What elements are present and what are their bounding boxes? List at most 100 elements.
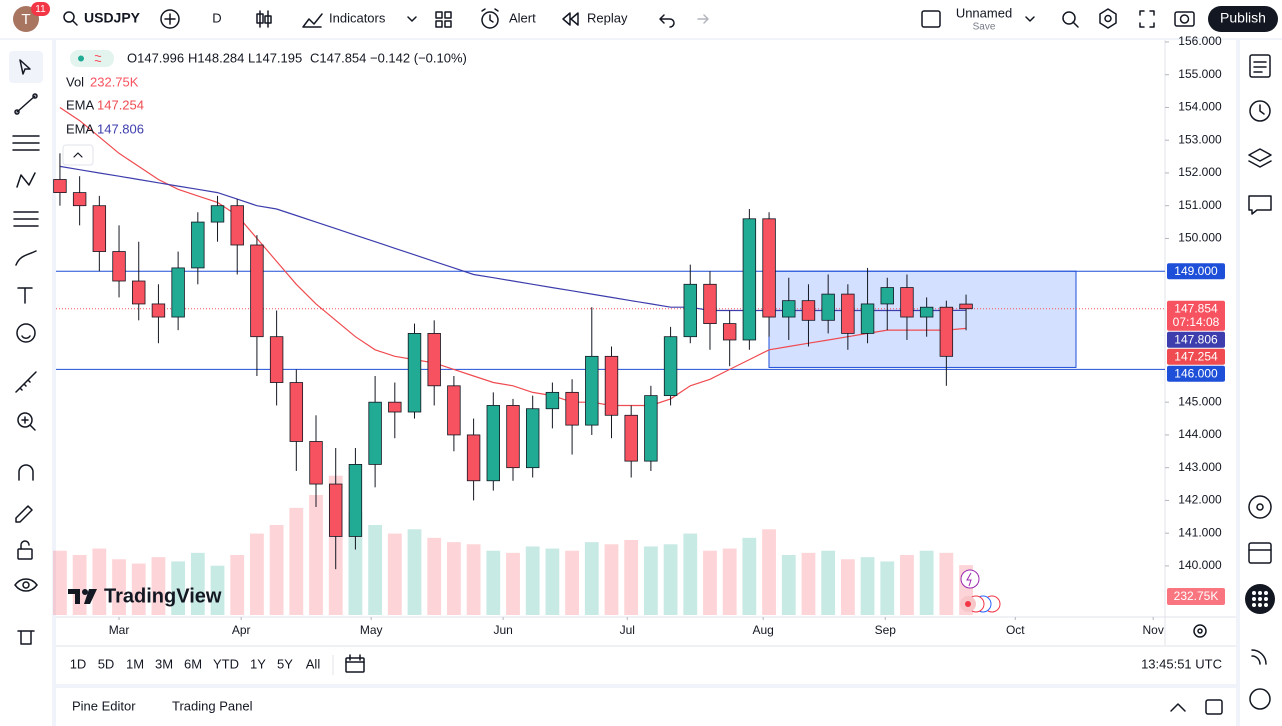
price-tag	[1167, 300, 1225, 331]
chart-type-button[interactable]	[256, 10, 272, 28]
timeframe[interactable]: 3M	[155, 656, 173, 671]
price-tag-label: 147.854	[1174, 301, 1218, 315]
candle-body	[92, 205, 107, 252]
candle-body	[604, 355, 619, 416]
timeframe-buttons[interactable]: 1D 5D 1M 3M 6M YTD 1Y 5Y All	[70, 656, 321, 671]
replay-label: Replay	[587, 10, 628, 25]
logo-text: TradingView	[104, 585, 222, 607]
candle-body	[821, 293, 835, 321]
y-tick-label: 140.000	[1178, 558, 1222, 572]
volume-bar	[683, 533, 698, 615]
layout-name-label: Unnamed	[956, 5, 1012, 20]
volume-bar	[663, 544, 678, 615]
volume-bar	[53, 550, 67, 615]
volume-bar	[92, 548, 107, 615]
quick-search[interactable]	[1062, 11, 1079, 28]
alert-button[interactable]: Alert	[481, 8, 536, 29]
candle-body	[959, 303, 973, 310]
volume-bar	[604, 544, 619, 615]
countdown-label: 07:14:08	[1173, 315, 1220, 329]
tab[interactable]: Pine Editor	[72, 698, 136, 713]
candle-body	[782, 300, 796, 318]
timeframe[interactable]: All	[306, 656, 321, 671]
interval[interactable]: D	[212, 10, 221, 25]
event-icons[interactable]	[960, 569, 1001, 613]
tab[interactable]: Trading Panel	[172, 698, 253, 713]
go-to-date[interactable]	[345, 654, 365, 673]
settings-button[interactable]	[1099, 8, 1117, 29]
snapshot-button[interactable]	[1174, 11, 1195, 27]
volume-bar	[289, 507, 304, 615]
x-tick-label: Jul	[620, 623, 635, 637]
candle-body	[466, 434, 481, 482]
legend-collapse[interactable]	[62, 144, 94, 166]
candle-body	[939, 306, 954, 357]
y-tick-label: 143.000	[1178, 460, 1222, 474]
expand-panel[interactable]	[1170, 703, 1186, 712]
candle-body	[663, 336, 678, 397]
x-tick-label: May	[360, 623, 383, 637]
timeframe[interactable]: 1Y	[250, 656, 266, 671]
indicators-button[interactable]: Indicators	[302, 10, 417, 28]
volume-bar	[210, 565, 225, 615]
timeframe[interactable]: 5D	[98, 656, 115, 671]
maximize-panel[interactable]	[1205, 699, 1223, 715]
volume-tag	[1167, 588, 1225, 605]
layout-icon[interactable]	[921, 10, 941, 28]
timeframe[interactable]: 6M	[184, 656, 202, 671]
legend-volume-label: Vol	[66, 74, 84, 89]
templates-button[interactable]	[435, 11, 452, 28]
timeframe[interactable]: 1M	[126, 656, 144, 671]
legend-low: L147.195	[248, 50, 302, 65]
top-bar	[0, 0, 1282, 38]
axis-settings[interactable]	[1193, 624, 1207, 638]
volume-bar	[821, 550, 836, 615]
candle-body	[171, 267, 185, 318]
volume-bar	[840, 559, 855, 615]
publish-button[interactable]: Publish	[1208, 6, 1278, 32]
replay-button[interactable]: Replay	[562, 10, 628, 26]
candle-body	[210, 205, 225, 223]
y-tick-label: 150.000	[1178, 231, 1222, 245]
y-tick-label: 141.000	[1178, 525, 1222, 539]
candle-body	[703, 283, 717, 324]
y-tick-label: 156.000	[1178, 34, 1222, 48]
candle-body	[525, 408, 540, 469]
timeframe[interactable]: YTD	[213, 656, 239, 671]
volume-bar	[742, 537, 757, 615]
avatar[interactable]: T 11	[13, 2, 50, 32]
price-tag	[1167, 365, 1225, 382]
layout-name[interactable]: Unnamed Save	[956, 5, 1012, 32]
legend-ema-label: EMA	[66, 97, 95, 112]
volume-bar	[427, 537, 442, 615]
volume-bar	[506, 552, 520, 615]
candle-body	[919, 306, 934, 318]
status-dot	[78, 55, 84, 62]
volume-bar	[525, 546, 540, 615]
volume-bar	[190, 552, 205, 615]
compare-button[interactable]	[160, 9, 180, 29]
y-tick-label: 154.000	[1178, 100, 1222, 114]
legend-close: C147.854	[310, 50, 366, 65]
undo-button[interactable]	[659, 14, 675, 28]
volume-bar	[112, 559, 126, 615]
y-tick-label: 145.000	[1178, 394, 1222, 408]
legend-open: O147.996	[127, 50, 184, 65]
legend-high: H148.284	[188, 50, 244, 65]
volume-bar	[447, 542, 461, 615]
x-tick-label: Sep	[875, 623, 897, 637]
candle-body	[53, 179, 67, 194]
timeframe[interactable]: 1D	[70, 656, 87, 671]
fullscreen-button[interactable]	[1139, 10, 1155, 28]
redo-button[interactable]	[697, 14, 709, 24]
x-tick-label: Mar	[109, 623, 130, 637]
symbol-search[interactable]: USDJPY	[63, 10, 141, 26]
x-tick-label: Aug	[752, 623, 773, 637]
drawing-tools[interactable]	[9, 51, 43, 645]
x-tick-label: Jun	[493, 623, 512, 637]
save-label: Save	[973, 22, 996, 33]
price-tag	[1167, 263, 1225, 280]
timeframe[interactable]: 5Y	[277, 656, 293, 671]
range-box	[768, 270, 1077, 368]
layout-menu[interactable]	[1025, 16, 1035, 22]
